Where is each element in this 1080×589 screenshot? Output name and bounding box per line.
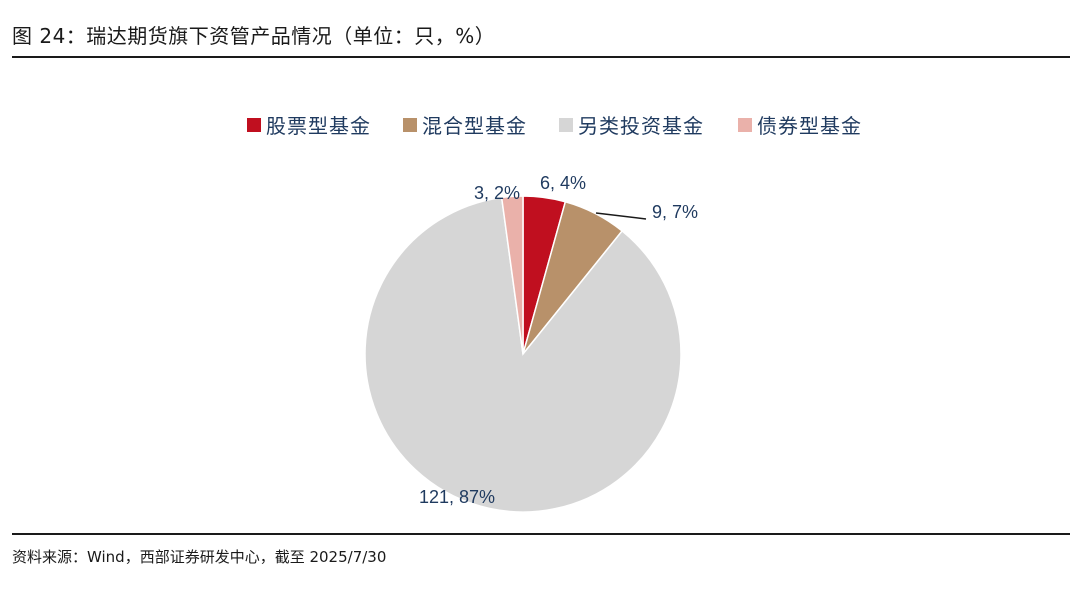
pie-slice-bond bbox=[500, 195, 524, 355]
data-label-stock: 6, 4% bbox=[540, 173, 586, 193]
label-leader-line bbox=[595, 212, 647, 220]
top-rule bbox=[12, 56, 1070, 58]
data-label-bond: 3, 2% bbox=[474, 183, 520, 203]
data-label-hybrid: 9, 7% bbox=[652, 202, 698, 222]
pie-slice-alternative bbox=[364, 196, 682, 513]
legend-label-1: 混合型基金 bbox=[422, 114, 527, 138]
data-label-alternative: 121, 87% bbox=[419, 487, 495, 507]
legend: 股票型基金 混合型基金 另类投资基金 债券型基金 bbox=[247, 114, 862, 138]
legend-label-3: 债券型基金 bbox=[757, 114, 862, 138]
legend-label-2: 另类投资基金 bbox=[578, 114, 704, 138]
legend-swatch-2 bbox=[559, 118, 573, 132]
legend-swatch-3 bbox=[738, 118, 752, 132]
legend-label-0: 股票型基金 bbox=[266, 114, 371, 138]
source-note: 资料来源：Wind，西部证券研发中心，截至 2025/7/30 bbox=[12, 548, 387, 566]
pie-slices bbox=[364, 195, 682, 513]
legend-swatch-1 bbox=[403, 118, 417, 132]
bottom-rule bbox=[12, 533, 1070, 535]
figure-title: 图 24：瑞达期货旗下资管产品情况（单位：只，%） bbox=[12, 24, 496, 48]
legend-swatch-0 bbox=[247, 118, 261, 132]
